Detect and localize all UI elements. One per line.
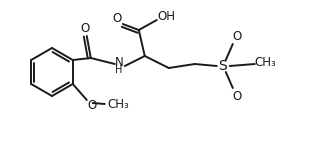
Text: O: O — [232, 89, 241, 103]
Text: H: H — [115, 65, 123, 75]
Text: O: O — [87, 98, 96, 112]
Text: CH₃: CH₃ — [107, 97, 129, 110]
Text: OH: OH — [158, 9, 176, 22]
Text: O: O — [80, 21, 89, 34]
Text: O: O — [232, 30, 241, 43]
Text: N: N — [115, 57, 123, 70]
Text: S: S — [219, 59, 227, 73]
Text: O: O — [112, 12, 121, 25]
Text: CH₃: CH₃ — [254, 57, 276, 70]
